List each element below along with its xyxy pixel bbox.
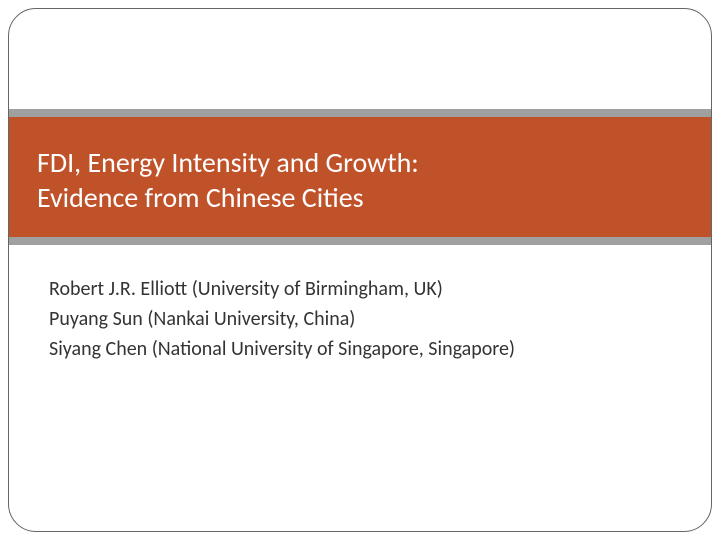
author-line: Siyang Chen (National University of Sing… [49, 334, 671, 364]
title-line-2: Evidence from Chinese Cities [37, 180, 683, 215]
title-band-main: FDI, Energy Intensity and Growth: Eviden… [9, 117, 711, 237]
author-line: Robert J.R. Elliott (University of Birmi… [49, 274, 671, 304]
title-line-1: FDI, Energy Intensity and Growth: [37, 145, 683, 180]
band-top-accent [9, 109, 711, 117]
band-bottom-accent [9, 237, 711, 245]
slide-frame: FDI, Energy Intensity and Growth: Eviden… [8, 8, 712, 532]
title-band: FDI, Energy Intensity and Growth: Eviden… [9, 109, 711, 245]
authors-block: Robert J.R. Elliott (University of Birmi… [49, 274, 671, 364]
slide-title: FDI, Energy Intensity and Growth: Eviden… [37, 145, 683, 215]
author-line: Puyang Sun (Nankai University, China) [49, 304, 671, 334]
